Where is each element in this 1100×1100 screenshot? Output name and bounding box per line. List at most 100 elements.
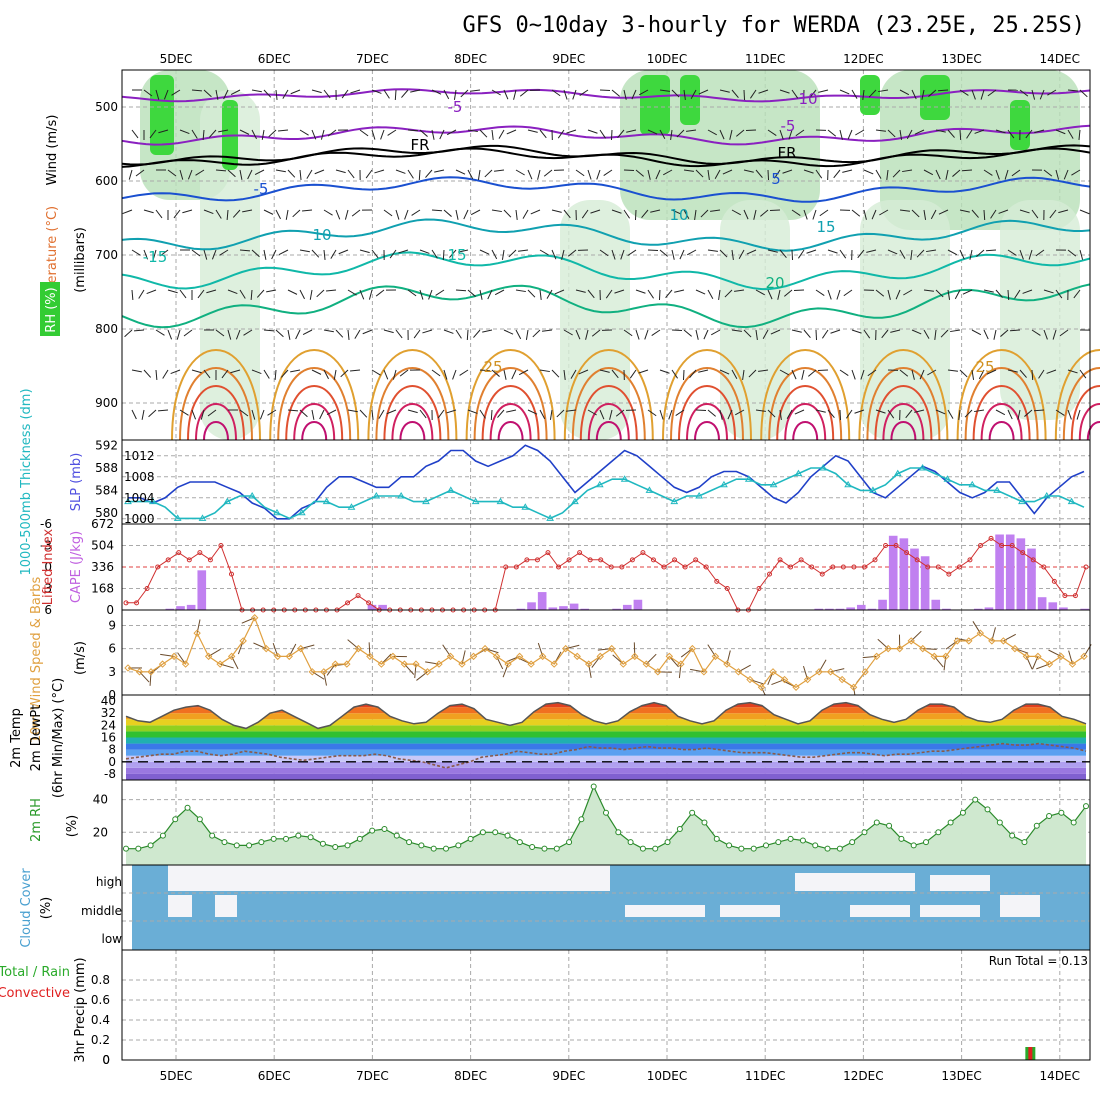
wind-barb: [1059, 329, 1069, 337]
contour-label: 15: [447, 246, 466, 264]
temp2m-label: 2m Temp: [9, 708, 24, 768]
wind-barb: [851, 89, 858, 99]
wind-barb: [506, 129, 517, 135]
wind-barb: [923, 289, 934, 292]
wind-10m-point: [711, 652, 720, 661]
day-label-top: 8DEC: [454, 52, 487, 66]
isotherm-arc: [179, 367, 253, 441]
wind-barb: [163, 89, 169, 100]
wind-barb: [611, 249, 616, 260]
wind-barb: [527, 289, 536, 298]
wind-barb: [335, 169, 346, 174]
wind-barb: [638, 369, 649, 374]
wind-barb: [306, 169, 313, 179]
cape-bar: [984, 607, 994, 610]
wind-barb: [603, 169, 613, 177]
wind-barb: [539, 369, 550, 373]
wind-barb: [203, 249, 208, 260]
wind-barb: [530, 209, 541, 215]
rh2m-label: 2m RH: [29, 798, 44, 842]
wind-barb: [719, 129, 725, 140]
isotherm-arc: [187, 385, 245, 441]
wind-barb: [983, 289, 994, 293]
wind-10m-point: [331, 660, 340, 668]
wind-barb: [211, 249, 217, 260]
wind-10m-point: [354, 644, 363, 653]
wind-barb: [617, 129, 625, 138]
isotherm-arc: [195, 403, 237, 441]
panel-border: [121, 949, 1091, 1061]
precip-tick: 0.2: [91, 1033, 110, 1047]
wind-barb: [191, 89, 203, 92]
lifted-tick: 6: [44, 603, 52, 617]
lifted-index-point: [155, 564, 161, 570]
pressure-tick: 700: [95, 248, 118, 262]
wind-barb: [135, 169, 145, 177]
wind-barb: [762, 329, 769, 339]
wind-barb: [714, 169, 721, 179]
wind-barb: [206, 289, 217, 294]
wind-10m-point: [619, 660, 627, 668]
rh-2m-point: [307, 834, 314, 841]
cloud-middle-block: [1000, 895, 1040, 917]
thickness-marker: [322, 497, 331, 505]
contour-label: -5: [448, 98, 463, 116]
isotherm-arc: [956, 349, 1047, 441]
wind-barb: [539, 249, 549, 256]
cape-bar: [197, 570, 207, 610]
wind-barb: [368, 289, 373, 300]
wind-barb: [263, 369, 270, 379]
wind-barb: [611, 209, 622, 214]
wind-barb: [275, 329, 284, 338]
wind-barb: [316, 289, 325, 298]
thickness-tick: 588: [95, 461, 118, 475]
thickness-marker: [446, 486, 455, 493]
wind-barb: [623, 169, 635, 172]
wind-barb: [513, 89, 517, 100]
wind-barb: [767, 289, 773, 300]
wind-barb: [404, 209, 409, 220]
wind-barb: [407, 129, 419, 132]
isotherm-arc: [980, 403, 1023, 441]
wind-10m-point: [274, 652, 282, 661]
wind-barb: [557, 129, 565, 139]
wind-barb: [1007, 289, 1010, 301]
thickness-marker: [893, 469, 902, 477]
wind-10m-point: [942, 652, 950, 661]
wind-barb: [268, 129, 277, 138]
wind-barb: [1055, 409, 1065, 416]
rh-high-shading: [680, 75, 700, 125]
wind-barb: [935, 289, 944, 298]
millibar-label: (millibars): [73, 227, 88, 293]
wind-barb: [711, 329, 721, 336]
wind-barb: [251, 369, 262, 375]
wind-barb: [143, 249, 149, 260]
rh-2m-point: [996, 819, 1003, 826]
lifted-index-point: [925, 564, 931, 570]
wind-barb: [506, 409, 517, 413]
lifted-index-point: [714, 578, 720, 584]
wind-10m-point: [285, 652, 293, 661]
lifted-index-point: [207, 557, 213, 563]
wind-barb: [311, 409, 315, 420]
wind-barb: [937, 89, 949, 92]
lifted-index-point: [545, 550, 551, 556]
wind-barb: [703, 329, 709, 340]
wind-barb: [668, 409, 673, 420]
lifted-index-point: [1020, 550, 1026, 556]
rh2m-axis-labels: 2m RH (%): [29, 798, 80, 842]
wind-barb: [935, 409, 946, 415]
wind-barb: [179, 169, 184, 180]
pressure-tick: 600: [95, 174, 118, 188]
wind-barb: [519, 89, 529, 97]
wind-barb: [302, 329, 313, 335]
wind-10m-point: [193, 629, 201, 637]
isotherm-arc: [171, 349, 261, 441]
wind-barb: [641, 209, 649, 218]
wind-barb: [1033, 409, 1045, 412]
rh-2m-point: [147, 842, 154, 849]
wind-barb: [683, 89, 686, 100]
rh-2m-point: [455, 842, 462, 849]
wind-barb: [463, 209, 469, 220]
cape-bar: [1037, 597, 1047, 610]
